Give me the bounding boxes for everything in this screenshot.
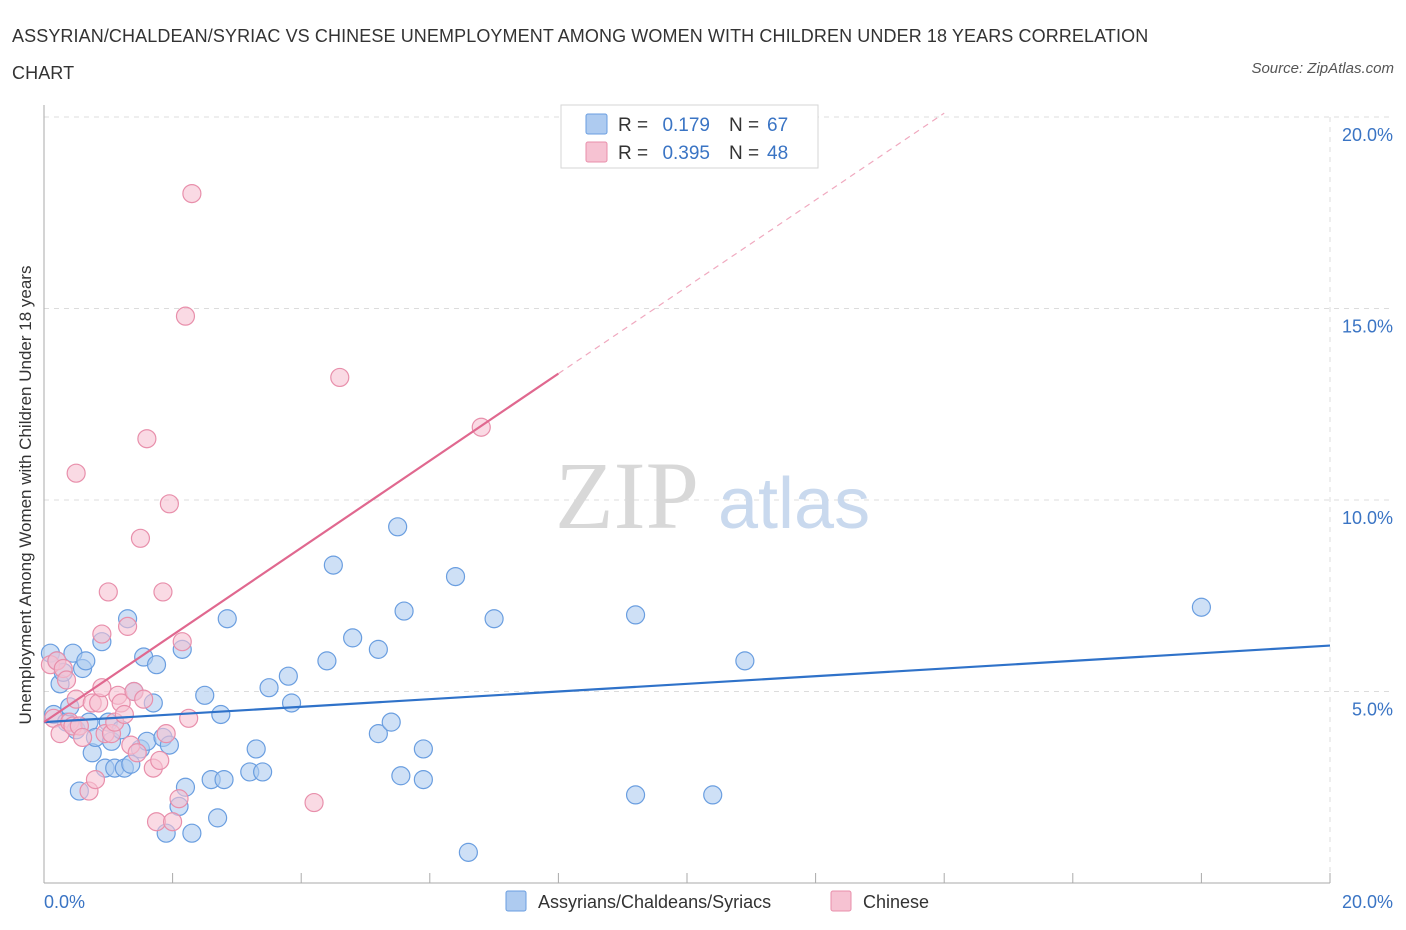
- assyrian-point-52: [368, 639, 388, 659]
- legend-n-value-0: 67: [767, 115, 788, 136]
- watermark: ZIP atlas: [555, 442, 870, 549]
- x-tick-label-0: 0.0%: [44, 892, 85, 912]
- chinese-point-16: [92, 678, 112, 698]
- assyrian-point-46: [259, 678, 279, 698]
- chinese-trend-extension: [558, 112, 945, 375]
- assyrian-point-61: [458, 842, 478, 862]
- bottom-legend: Assyrians/Chaldeans/Syriacs Chinese: [505, 890, 929, 912]
- assyrian-point-37: [195, 685, 215, 705]
- chinese-point-29: [130, 528, 151, 548]
- assyrian-point-65: [703, 785, 723, 805]
- chinese-point-45: [330, 367, 350, 388]
- chart-title: ASSYRIAN/CHALDEAN/SYRIAC VS CHINESE UNEM…: [12, 26, 1149, 83]
- legend-n-label-1: N =: [729, 143, 759, 164]
- assyrian-point-48: [281, 693, 302, 713]
- legend-r-value-0: 0.179: [662, 115, 710, 136]
- chinese-point-24: [114, 704, 134, 725]
- legend: R = 0.179 N = 67 R = 0.395 N = 48: [560, 104, 819, 169]
- chinese-trend-line: [43, 372, 560, 724]
- chinese-point-5: [56, 670, 77, 690]
- chinese-point-44: [304, 792, 324, 813]
- assyrian-point-40: [211, 704, 231, 725]
- assyrian-point-67: [1191, 597, 1212, 617]
- axes: [43, 105, 1331, 884]
- bottom-legend-label-1: Chinese: [863, 892, 929, 912]
- chinese-point-43: [182, 184, 202, 204]
- assyrian-point-59: [413, 769, 433, 790]
- assyrian-point-57: [394, 601, 414, 621]
- assyrian-point-53: [368, 724, 388, 744]
- bottom-legend-swatch-1: [830, 890, 852, 912]
- chinese-point-38: [163, 812, 183, 832]
- watermark-zip: ZIP: [555, 442, 699, 549]
- assyrian-point-39: [208, 808, 228, 828]
- assyrian-point-51: [343, 628, 363, 648]
- assyrian-point-64: [625, 785, 646, 805]
- y-tick-label-3: 20.0%: [1342, 125, 1393, 145]
- chinese-point-9: [66, 463, 86, 483]
- legend-swatch-0: [585, 113, 608, 135]
- chinese-point-28: [127, 743, 147, 763]
- chinese-point-11: [72, 727, 93, 748]
- assyrian-point-36: [182, 823, 202, 843]
- y-tick-label-2: 15.0%: [1342, 317, 1393, 337]
- legend-r-label-1: R =: [618, 143, 648, 164]
- y-tick-label-0: 5.0%: [1352, 700, 1393, 720]
- chinese-point-42: [179, 708, 199, 728]
- chinese-point-17: [92, 624, 112, 644]
- tick-labels: 5.0% 10.0% 15.0% 20.0% 0.0% 20.0%: [44, 125, 1393, 912]
- chinese-point-25: [117, 616, 138, 636]
- chinese-point-19: [98, 582, 118, 602]
- legend-r-label-0: R =: [618, 115, 648, 136]
- legend-n-value-1: 48: [767, 143, 788, 164]
- chinese-point-39: [169, 789, 189, 809]
- assyrian-point-41: [214, 769, 234, 790]
- x-tick-label-1: 20.0%: [1342, 892, 1393, 912]
- assyrian-point-45: [253, 762, 273, 782]
- assyrian-point-66: [735, 651, 755, 671]
- assyrian-point-11: [76, 651, 96, 671]
- legend-swatch-1: [585, 141, 608, 163]
- legend-r-value-1: 0.395: [662, 143, 710, 164]
- assyrian-point-55: [388, 517, 408, 537]
- assyrian-point-60: [445, 566, 466, 587]
- chinese-point-40: [172, 632, 192, 652]
- assyrian-point-50: [323, 555, 343, 575]
- legend-n-label-0: N =: [729, 115, 759, 136]
- chinese-point-14: [85, 769, 106, 790]
- chinese-point-34: [150, 750, 170, 771]
- chinese-point-33: [146, 812, 167, 832]
- chinese-point-41: [175, 306, 196, 326]
- assyrian-point-44: [246, 739, 266, 759]
- y-tick-label-1: 10.0%: [1342, 508, 1393, 528]
- source-label: Source: ZipAtlas.com: [1251, 60, 1394, 77]
- bottom-legend-label-0: Assyrians/Chaldeans/Syriacs: [538, 892, 771, 912]
- assyrian-point-63: [625, 605, 646, 625]
- assyrian-point-29: [146, 655, 167, 675]
- assyrian-point-49: [317, 651, 337, 671]
- chinese-point-31: [137, 429, 157, 449]
- assyrian-point-47: [278, 666, 298, 686]
- chinese-point-35: [153, 582, 173, 602]
- chinese-point-36: [156, 724, 176, 744]
- watermark-atlas: atlas: [718, 464, 870, 544]
- assyrian-trend-line: [43, 644, 1331, 724]
- points: [40, 184, 1212, 862]
- bottom-legend-swatch-0: [505, 890, 527, 912]
- assyrian-point-56: [391, 766, 411, 786]
- assyrian-point-42: [217, 609, 237, 629]
- chinese-point-37: [159, 494, 179, 514]
- trend-lines: [43, 112, 1331, 724]
- assyrian-point-62: [484, 609, 504, 629]
- assyrian-point-54: [381, 712, 401, 732]
- chinese-point-30: [134, 689, 154, 709]
- assyrian-point-58: [413, 739, 433, 759]
